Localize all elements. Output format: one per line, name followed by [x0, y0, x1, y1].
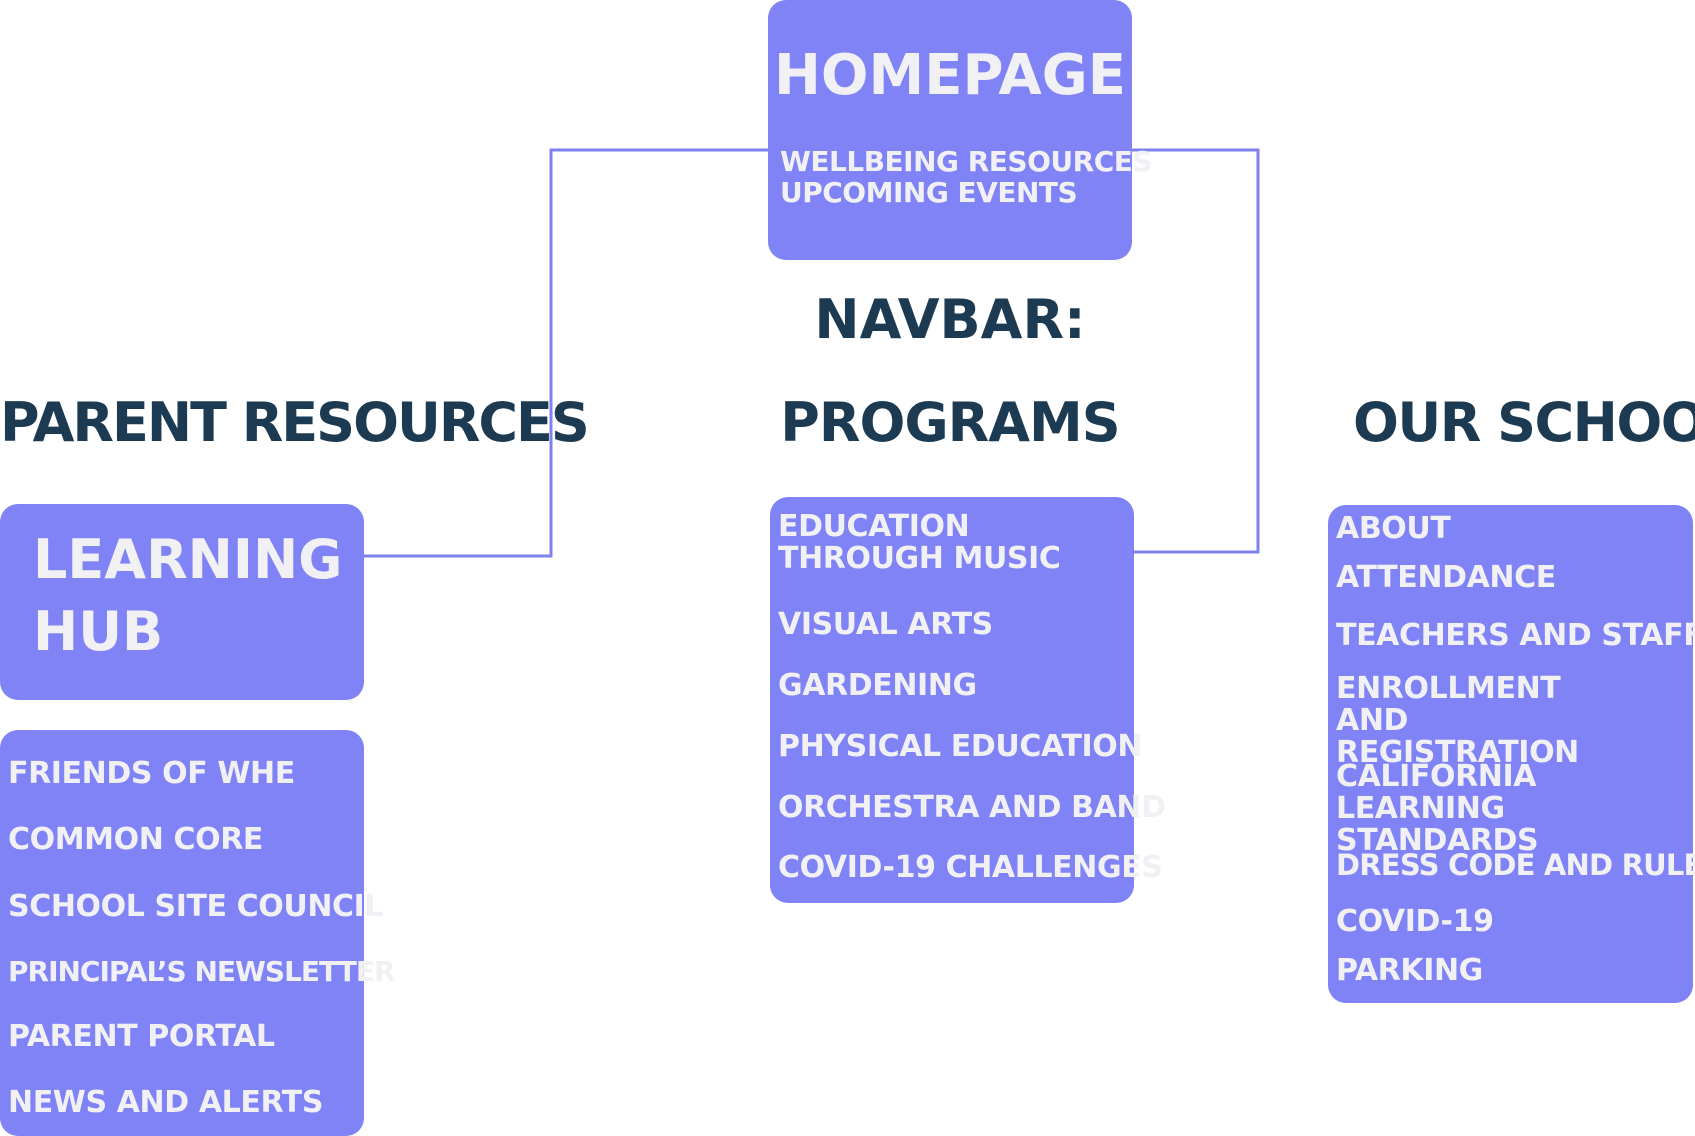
our-school-item[interactable]: PARKING	[1336, 953, 1483, 988]
parent-resources-item[interactable]: PARENT PORTAL	[8, 1019, 275, 1054]
parent-resources-item[interactable]: COMMON CORE	[8, 822, 263, 857]
programs-heading: PROGRAMS	[780, 391, 1120, 454]
our-school-item[interactable]: COVID-19	[1336, 904, 1494, 939]
homepage-item-wellbeing-resources: WELLBEING RESOURCES	[780, 145, 1153, 178]
programs-list: EDUCATION THROUGH MUSIC VISUAL ARTS GARD…	[770, 497, 1166, 903]
our-school-item[interactable]: DRESS CODE AND RULES	[1336, 848, 1695, 882]
our-school-item[interactable]: CALIFORNIA LEARNING STANDARDS	[1336, 759, 1539, 858]
our-school-heading: OUR SCHOOL	[1353, 391, 1695, 454]
programs-item[interactable]: COVID-19 CHALLENGES	[778, 850, 1163, 885]
learning-hub-box[interactable]: LEARNING HUB	[0, 504, 364, 700]
navbar-label: NAVBAR:	[814, 288, 1086, 351]
programs-item[interactable]: GARDENING	[778, 668, 977, 703]
parent-resources-item[interactable]: SCHOOL SITE COUNCIL	[8, 889, 384, 924]
our-school-item[interactable]: ENROLLMENT AND REGISTRATION	[1336, 671, 1579, 770]
our-school-item[interactable]: TEACHERS AND STAFF	[1336, 618, 1695, 653]
parent-resources-list: FRIENDS OF WHE COMMON CORE SCHOOL SITE C…	[0, 730, 396, 1136]
parent-resources-heading: PARENT RESOURCES	[0, 391, 590, 454]
homepage-box[interactable]: HOMEPAGE WELLBEING RESOURCES UPCOMING EV…	[768, 0, 1153, 260]
parent-resources-item[interactable]: NEWS AND ALERTS	[8, 1085, 324, 1120]
our-school-item[interactable]: ATTENDANCE	[1336, 560, 1556, 595]
our-school-item[interactable]: ABOUT	[1336, 511, 1451, 546]
homepage-item-upcoming-events: UPCOMING EVENTS	[780, 176, 1078, 209]
homepage-title: HOMEPAGE	[774, 43, 1126, 108]
connector-homepage-to-programs	[1132, 148, 1260, 554]
parent-resources-item[interactable]: PRINCIPAL’S NEWSLETTER	[8, 955, 396, 988]
programs-item[interactable]: ORCHESTRA AND BAND	[778, 790, 1166, 825]
parent-resources-item[interactable]: FRIENDS OF WHE	[8, 756, 295, 791]
learning-hub-title: LEARNING HUB	[33, 528, 343, 663]
programs-item[interactable]: EDUCATION THROUGH MUSIC	[778, 509, 1061, 576]
programs-item[interactable]: VISUAL ARTS	[778, 607, 993, 642]
programs-item[interactable]: PHYSICAL EDUCATION	[778, 729, 1143, 764]
our-school-list: ABOUT ATTENDANCE TEACHERS AND STAFF ENRO…	[1328, 505, 1695, 1003]
connector-homepage-to-learning-hub	[364, 148, 768, 558]
